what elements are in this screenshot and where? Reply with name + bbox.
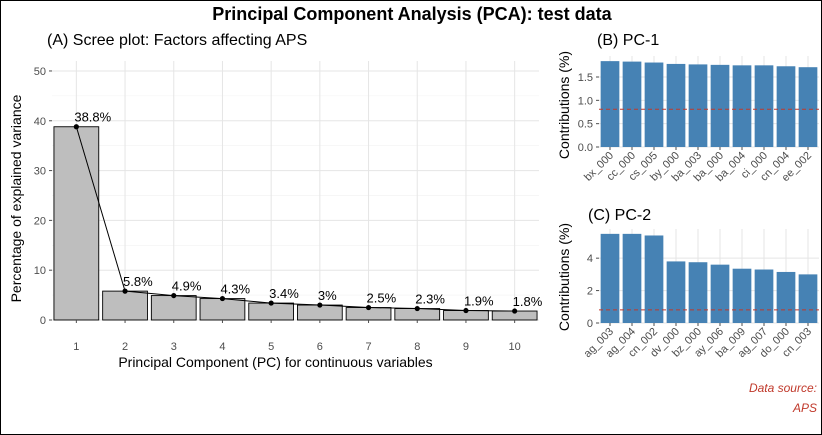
scree-ytick-label: 10	[34, 265, 46, 277]
scree-bar	[199, 298, 246, 321]
scree-xlabel: Principal Component (PC) for continuous …	[118, 354, 432, 370]
pc2-ytick-label: 4	[587, 253, 593, 265]
scree-ylabel: Percentage of explained variance	[8, 94, 24, 302]
pc2-bar	[754, 269, 774, 323]
scree-line	[75, 126, 515, 312]
scree-ytick-label: 50	[34, 66, 46, 78]
pc2-bar	[776, 271, 796, 323]
scree-xtick-label: 10	[509, 341, 521, 353]
scree-point	[73, 124, 79, 130]
pc2-plot: 024ag_003ag_004cn_002dv_000bz_000ay_006b…	[556, 223, 819, 360]
pc1-bar	[600, 61, 620, 148]
pc1-bar	[622, 61, 642, 147]
pc1-bar	[754, 65, 774, 147]
scree-point	[122, 288, 128, 294]
scree-data-label: 4.9%	[172, 279, 202, 294]
scree-data-label: 38.8%	[74, 110, 111, 125]
scree-point	[414, 305, 420, 312]
scree-xtick-label: 4	[219, 341, 225, 353]
pc2-bar	[732, 268, 752, 323]
scree-ytick-label: 20	[34, 215, 46, 227]
scree-point	[268, 300, 274, 306]
scree-point	[171, 292, 177, 299]
pc1-ytick-label: 0.5	[578, 119, 593, 131]
pc2-bar	[688, 262, 708, 323]
scree-xtick-label: 9	[463, 341, 469, 353]
scree-data-label: 3.4%	[269, 286, 299, 301]
pc2-ytick-label: 2	[587, 286, 593, 298]
scree-ytick-label: 40	[34, 116, 46, 128]
scree-xtick-label: 5	[268, 341, 274, 353]
scree-ytick-label: 30	[34, 166, 46, 178]
scree-title: (A) Scree plot: Factors affecting APS	[47, 32, 308, 49]
scree-point	[219, 295, 226, 302]
scree-panel	[52, 61, 539, 320]
pc2-bar	[644, 235, 664, 323]
scree-data-label: 1.8%	[513, 294, 543, 309]
scree-point	[512, 308, 518, 314]
pc1-bar	[644, 62, 664, 147]
scree-xtick-label: 6	[317, 341, 323, 353]
pc1-ytick-label: 0.0	[578, 142, 593, 154]
scree-data-label: 2.5%	[367, 291, 397, 306]
pc1-bar	[776, 66, 796, 147]
pc1-ytick-label: 1.5	[578, 72, 593, 84]
scree-plot: 0 10 20 30 40 50 38.8% 5.8% 4.9% 4.3% 3.4% 3% 2.5% 2.…	[8, 61, 543, 370]
pc1-bar	[732, 65, 752, 147]
pc2-ytick-label: 0	[587, 318, 593, 330]
scree-data-label: 5.8%	[123, 274, 153, 289]
pc2-bar	[666, 261, 686, 323]
source-label: Data source:	[748, 381, 817, 395]
scree-xtick-label: 1	[73, 341, 79, 353]
scree-data-label: 3%	[318, 288, 337, 303]
scree-data-label: 2.3%	[415, 292, 445, 307]
scree-xtick-label: 8	[414, 341, 420, 353]
pc1-bar	[798, 67, 818, 147]
pc1-bar	[710, 64, 730, 147]
pc2-bar	[622, 233, 642, 323]
pc1-plot: 0.00.51.01.5bx_000cc_000cs_005by_000ba_0…	[556, 51, 819, 184]
scree-data-label: 1.9%	[464, 294, 494, 309]
pc1-ylabel: Contributions (%)	[556, 51, 572, 159]
pc2-title: (C) PC-2	[588, 207, 652, 224]
scree-xtick-label: 3	[171, 341, 177, 353]
pc1-title: (B) PC-1	[597, 32, 660, 49]
pc2-ylabel: Contributions (%)	[556, 223, 572, 331]
scree-point	[317, 302, 323, 308]
pc2-bar	[600, 233, 620, 323]
scree-data-label: 4.3%	[220, 282, 250, 297]
scree-bar	[150, 295, 197, 321]
pc1-ytick-label: 1.0	[578, 95, 593, 107]
scree-xtick-label: 7	[365, 341, 371, 353]
scree-xtick-label: 2	[122, 341, 128, 353]
pc2-bar	[710, 264, 730, 323]
pc2-bar	[798, 274, 818, 323]
source-value: APS	[792, 401, 817, 415]
pc1-bar	[666, 63, 686, 147]
pc1-bar	[688, 64, 708, 147]
scree-bar	[53, 126, 100, 321]
scree-point	[463, 307, 469, 314]
page-title: Principal Component Analysis (PCA): test…	[212, 4, 612, 24]
scree-point	[365, 304, 372, 311]
scree-ytick-label: 0	[40, 315, 46, 327]
scree-bar	[102, 290, 148, 321]
